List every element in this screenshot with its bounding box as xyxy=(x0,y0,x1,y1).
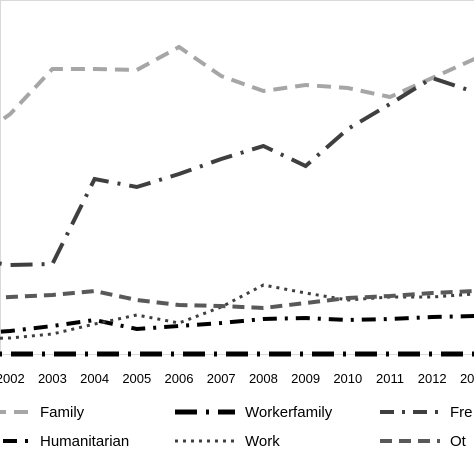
legend-label-fre: Fre xyxy=(450,404,473,421)
legend-label-ot: Ot xyxy=(450,433,467,450)
x-tick-label-2007: 2007 xyxy=(207,371,236,386)
x-tick-label-2012: 2012 xyxy=(418,371,447,386)
x-tick-label-2011: 2011 xyxy=(376,371,404,386)
x-tick-label-2006: 2006 xyxy=(165,371,194,386)
x-tick-label-2003: 2003 xyxy=(38,371,67,386)
x-tick-label-2009: 2009 xyxy=(291,371,320,386)
x-tick-label-2010: 2010 xyxy=(333,371,362,386)
legend-label-work: Work xyxy=(245,433,280,450)
series-line-free-6 xyxy=(0,75,474,268)
legend-item-family: Family xyxy=(0,404,85,421)
legend-label-humanitarian: Humanitarian xyxy=(40,433,129,450)
series-line-humanitarian-3 xyxy=(0,314,474,334)
x-tick-label-2004: 2004 xyxy=(80,371,109,386)
legend-item-workerfamily: Workerfamily xyxy=(175,404,333,421)
plot-area xyxy=(0,0,474,355)
legend-item-ot: Ot xyxy=(380,433,467,450)
series-line-other-5 xyxy=(0,288,474,311)
x-tick-label-2002: 2002 xyxy=(0,371,25,386)
legend-item-work: Work xyxy=(175,433,280,450)
legend-label-family: Family xyxy=(40,404,85,421)
legend-label-workerfamily: Workerfamily xyxy=(245,404,333,421)
x-tick-label-2013: 2013 xyxy=(460,371,474,386)
x-tick-label-2008: 2008 xyxy=(249,371,278,386)
x-tick-label-2005: 2005 xyxy=(122,371,151,386)
legend-item-humanitarian: Humanitarian xyxy=(0,433,129,450)
legend-item-fre: Fre xyxy=(380,404,473,421)
series-line-work-4 xyxy=(0,283,474,340)
